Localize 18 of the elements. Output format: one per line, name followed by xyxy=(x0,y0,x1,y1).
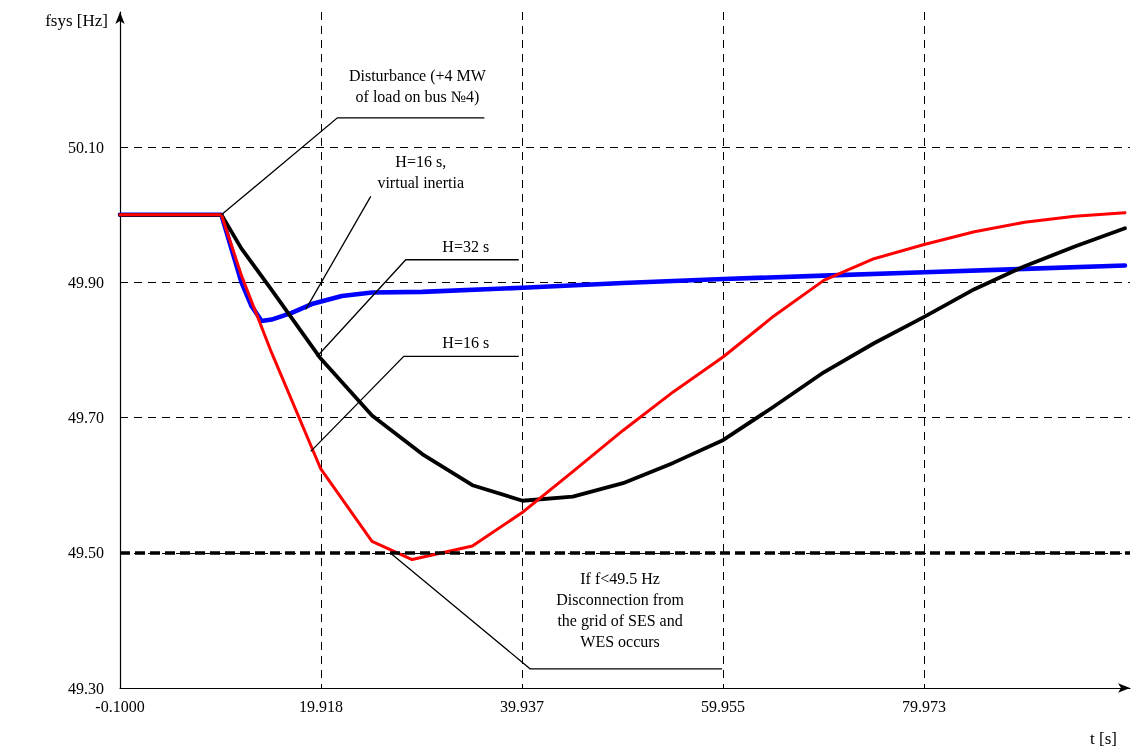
x-tick-label: 39.937 xyxy=(499,697,544,715)
annotation: If f<49.5 Hz Disconnection from the grid of SES and WES occurs xyxy=(556,569,685,650)
annotation: H=32 s xyxy=(442,237,490,255)
x-tick-label: -0.1000 xyxy=(95,697,145,715)
x-tick-label: 19.918 xyxy=(298,697,343,715)
annotation: H=16 s xyxy=(442,334,490,352)
annotation: Disturbance (+4 MW of load on bus №4) xyxy=(348,66,487,106)
x-tick-label: 59.955 xyxy=(700,697,745,715)
y-tick-label: 49.50 xyxy=(68,544,104,562)
annotation: H=16 s, virtual inertia xyxy=(377,153,465,192)
y-tick-label: 50.10 xyxy=(68,138,104,156)
y-tick-label: 49.30 xyxy=(68,679,104,697)
x-axis-title: t [s] xyxy=(1090,729,1117,747)
line-series xyxy=(118,211,1127,562)
y-axis-title: fsys [Hz] xyxy=(45,11,108,30)
y-tick-label: 49.70 xyxy=(68,409,104,427)
x-tick-label: 79.973 xyxy=(901,697,946,715)
y-tick-label: 49.90 xyxy=(68,273,104,291)
